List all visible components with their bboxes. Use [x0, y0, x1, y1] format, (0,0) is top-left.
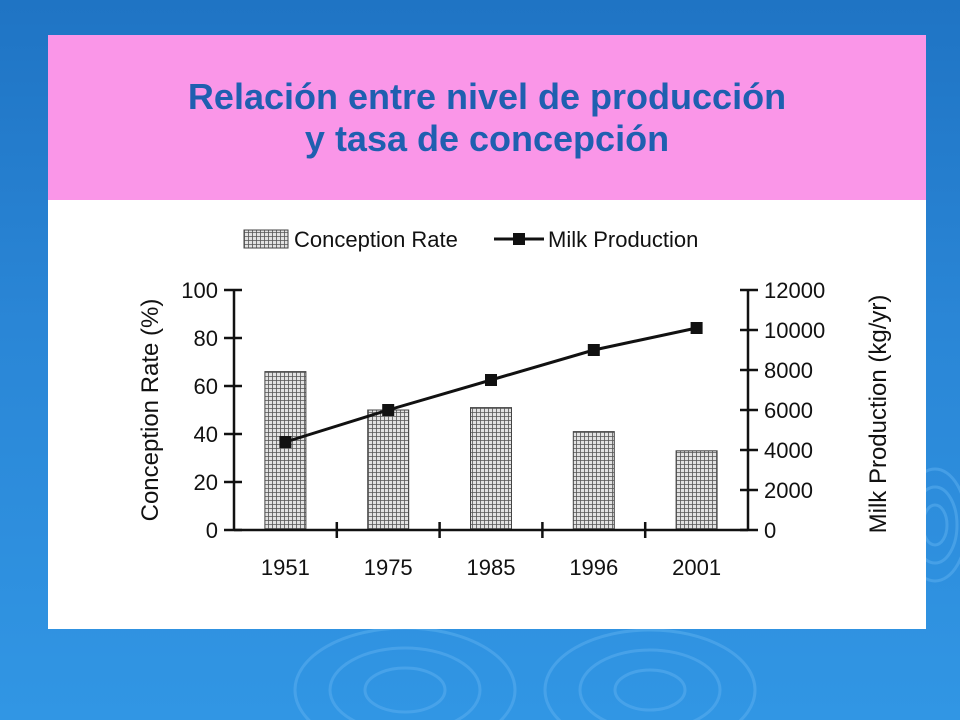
left-tick-label: 40: [194, 422, 218, 447]
left-tick-label: 100: [181, 278, 218, 303]
line-point-1975: [382, 404, 395, 416]
bar-1985: [470, 407, 512, 531]
x-tick-label: 1975: [364, 555, 413, 580]
legend: Conception Rate Milk Production: [243, 227, 698, 252]
slide-title-line-2: y tasa de concepción: [304, 117, 670, 159]
title-band: Relación entre nivel de producción y tas…: [48, 35, 926, 200]
axes: 0 20 40 60 80 100 0 2000 4000 6000 8000 10000 12000 1…: [137, 278, 892, 580]
legend-conception-rate: Conception Rate: [294, 227, 458, 252]
right-tick-label: 6000: [764, 398, 813, 423]
x-tick-label: 2001: [672, 555, 721, 580]
left-axis-title: Conception Rate (%): [137, 299, 164, 522]
x-tick-label: 1996: [569, 555, 618, 580]
right-tick-label: 12000: [764, 278, 825, 303]
bar-series: [264, 371, 718, 531]
bar-1975: [367, 409, 410, 531]
left-tick-label: 80: [194, 326, 218, 351]
legend-milk-production: Milk Production: [548, 227, 698, 252]
legend-line-marker: [513, 233, 525, 245]
left-tick-label: 60: [194, 374, 218, 399]
bar-1996: [572, 431, 615, 531]
right-tick-label: 0: [764, 518, 776, 543]
line-point-1951: [279, 436, 292, 448]
right-axis-title: Milk Production (kg/yr): [865, 295, 892, 534]
right-tick-label: 8000: [764, 358, 813, 383]
left-tick-label: 0: [206, 518, 218, 543]
line-point-1996: [587, 344, 600, 356]
line-point-2001: [690, 322, 703, 334]
bar-1951: [264, 371, 307, 531]
right-tick-label: 4000: [764, 438, 813, 463]
left-tick-label: 20: [194, 470, 218, 495]
x-tick-label: 1951: [261, 555, 310, 580]
x-tick-label: 1985: [467, 555, 516, 580]
right-tick-label: 2000: [764, 478, 813, 503]
slide-title-line-1: Relación entre nivel de producción: [187, 75, 787, 117]
line-point-1985: [485, 374, 497, 386]
slide-panel: Relación entre nivel de producción y tas…: [48, 35, 926, 629]
line-series: [279, 322, 703, 448]
right-tick-label: 10000: [764, 318, 825, 343]
legend-bar-swatch: [243, 229, 289, 249]
bar-2001: [675, 450, 718, 531]
combo-chart: Conception Rate Milk Production 0 20 40 60 80…: [137, 227, 892, 580]
